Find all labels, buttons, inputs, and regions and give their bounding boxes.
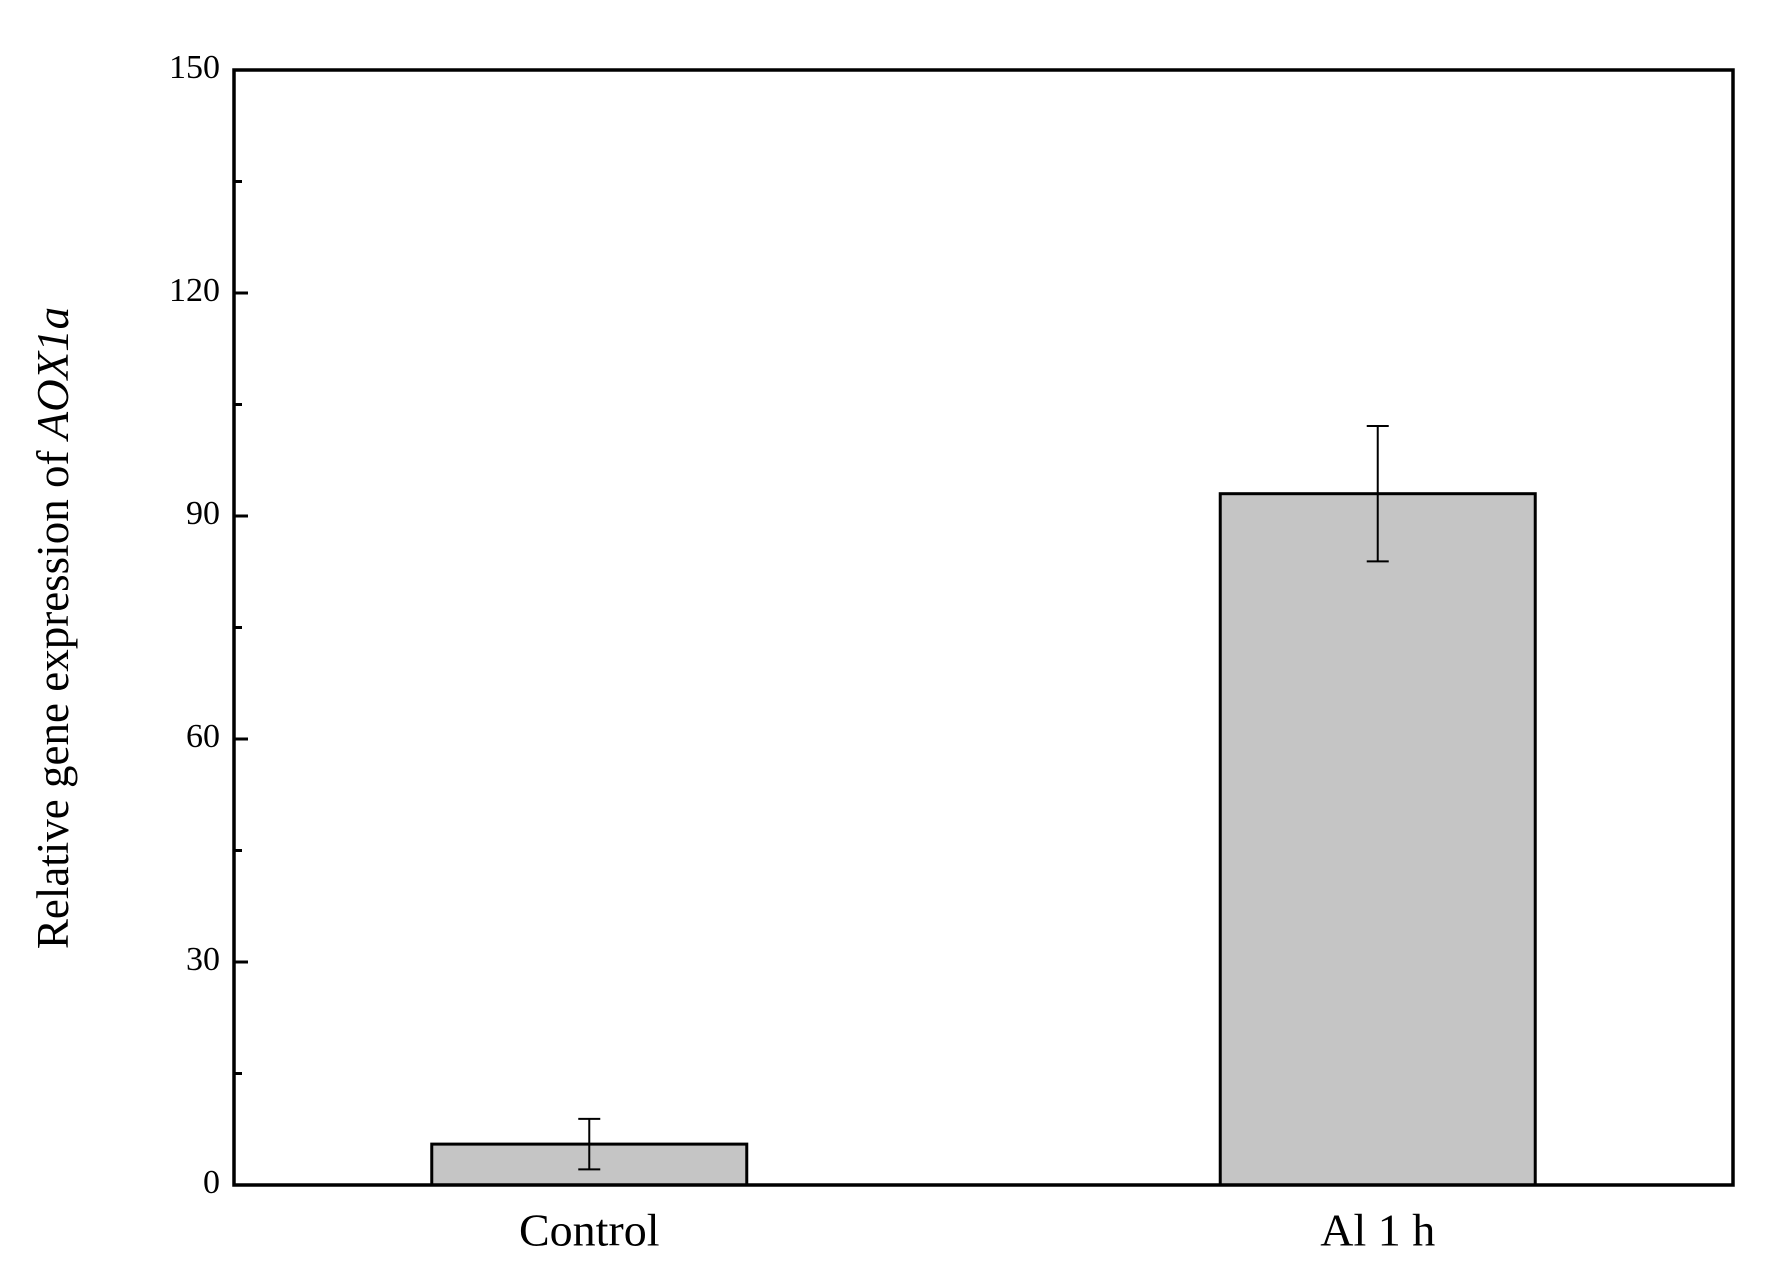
bar	[1218, 492, 1537, 1187]
y-axis-label-gene: AOX1a	[28, 307, 78, 442]
y-axis-label-text: Relative gene expression of	[28, 439, 78, 949]
y-axis-label: Relative gene expression of AOX1a	[28, 307, 78, 949]
y-tick-label: 60	[186, 718, 220, 755]
y-tick-label: 0	[203, 1164, 220, 1201]
x-tick-label: Control	[519, 1205, 660, 1256]
y-tick-label: 30	[186, 941, 220, 978]
plot-frame	[232, 68, 1735, 1187]
y-tick-label: 90	[186, 495, 220, 532]
y-tick-label: 150	[169, 49, 220, 86]
y-tick-label: 120	[169, 272, 220, 309]
x-tick-label: Al 1 h	[1320, 1205, 1435, 1256]
